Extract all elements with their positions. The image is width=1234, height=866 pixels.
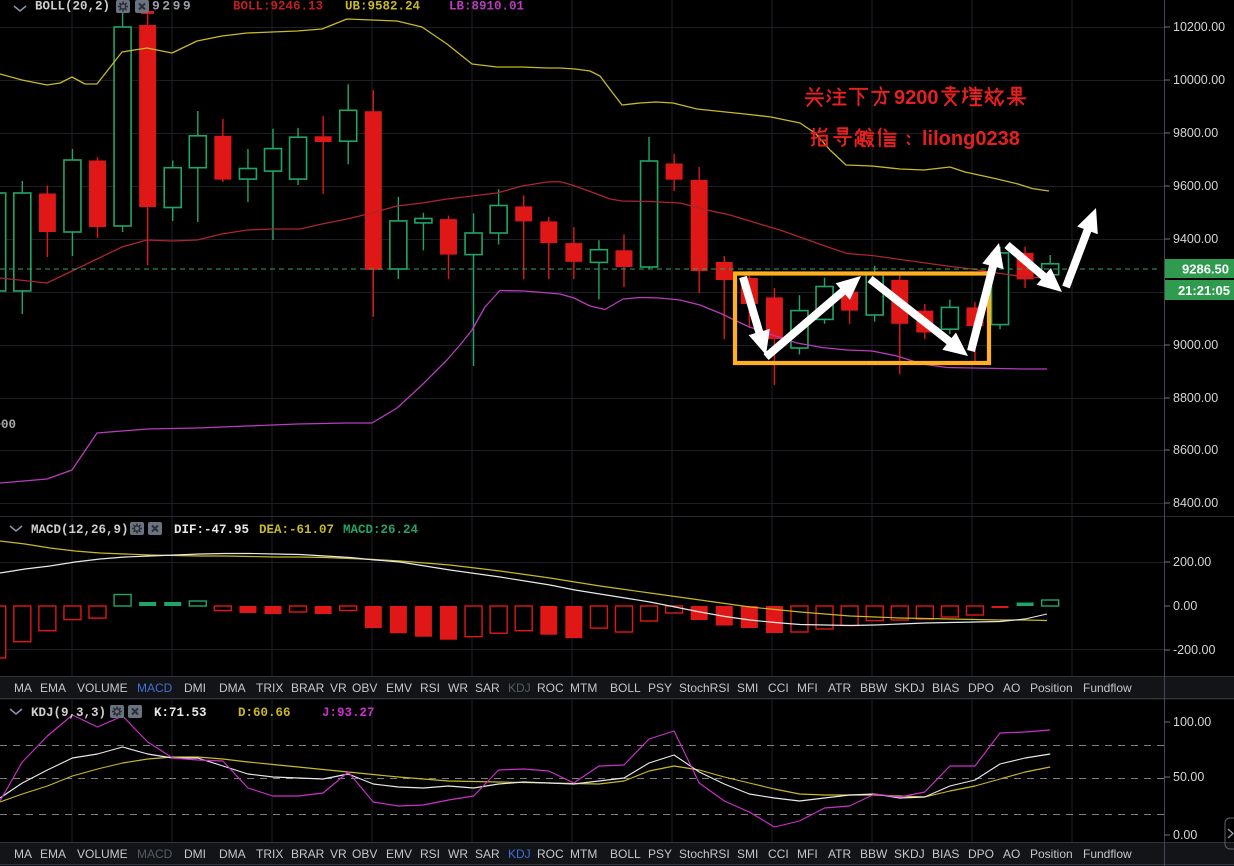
svg-text:OBV: OBV (352, 847, 377, 861)
svg-text:ATR: ATR (828, 681, 851, 695)
svg-text:MACD(12,26,9): MACD(12,26,9) (31, 523, 129, 537)
svg-text:MFI: MFI (797, 847, 818, 861)
svg-text:00: 00 (1, 418, 16, 432)
svg-text:SAR: SAR (475, 681, 500, 695)
svg-text:MACD: MACD (137, 847, 173, 861)
svg-text:MACD: MACD (137, 681, 173, 695)
svg-text:8600.00: 8600.00 (1173, 443, 1218, 457)
svg-text:MACD:26.24: MACD:26.24 (343, 523, 419, 537)
svg-text:BOLL: BOLL (610, 681, 641, 695)
svg-text:BIAS: BIAS (932, 847, 959, 861)
svg-text:SKDJ: SKDJ (894, 847, 925, 861)
svg-text:MTM: MTM (570, 681, 597, 695)
svg-text:BOLL(20,2): BOLL(20,2) (35, 0, 110, 14)
svg-text:SKDJ: SKDJ (894, 681, 925, 695)
svg-text:Fundflow: Fundflow (1083, 847, 1132, 861)
svg-text:VOLUME: VOLUME (77, 847, 128, 861)
svg-text:PSY: PSY (648, 681, 672, 695)
svg-text:DPO: DPO (968, 681, 994, 695)
svg-text:9000.00: 9000.00 (1173, 338, 1218, 352)
svg-text:DMA: DMA (219, 847, 246, 861)
svg-text:SMI: SMI (737, 681, 758, 695)
svg-text:10000.00: 10000.00 (1173, 73, 1225, 87)
svg-text:9400.00: 9400.00 (1173, 232, 1218, 246)
svg-text:DMA: DMA (219, 681, 246, 695)
svg-text:KDJ(9,3,3): KDJ(9,3,3) (31, 706, 106, 720)
svg-text:EMV: EMV (386, 681, 412, 695)
svg-text:BOLL: BOLL (610, 847, 641, 861)
svg-text:MA: MA (14, 681, 32, 695)
svg-text:9200: 9200 (894, 87, 939, 109)
svg-text:DMI: DMI (184, 847, 206, 861)
svg-text:RSI: RSI (420, 847, 440, 861)
svg-text:AO: AO (1003, 847, 1020, 861)
svg-text:9286.50: 9286.50 (1182, 262, 1229, 277)
svg-text:CCI: CCI (768, 681, 789, 695)
svg-text:MTM: MTM (570, 847, 597, 861)
svg-text:DMI: DMI (184, 681, 206, 695)
svg-text:0.00: 0.00 (1173, 599, 1197, 613)
svg-text:VOLUME: VOLUME (77, 681, 128, 695)
svg-text:PSY: PSY (648, 847, 672, 861)
svg-text:UB:9582.24: UB:9582.24 (345, 0, 421, 14)
svg-text:ROC: ROC (537, 681, 564, 695)
svg-text:ROC: ROC (537, 847, 564, 861)
svg-text:8800.00: 8800.00 (1173, 391, 1218, 405)
svg-text:D:60.66: D:60.66 (238, 706, 291, 720)
svg-text:CCI: CCI (768, 847, 789, 861)
svg-text:0.00: 0.00 (1173, 828, 1197, 842)
svg-text:BIAS: BIAS (932, 681, 959, 695)
svg-text:WR: WR (448, 847, 468, 861)
svg-text:DPO: DPO (968, 847, 994, 861)
svg-text:9299: 9299 (152, 0, 193, 14)
svg-text:OBV: OBV (352, 681, 377, 695)
svg-text:DEA:-61.07: DEA:-61.07 (259, 523, 334, 537)
svg-text:SMI: SMI (737, 847, 758, 861)
svg-text:9800.00: 9800.00 (1173, 126, 1218, 140)
svg-text:DIF:-47.95: DIF:-47.95 (174, 523, 249, 537)
svg-text:-200.00: -200.00 (1173, 643, 1215, 657)
svg-text:10200.00: 10200.00 (1173, 20, 1225, 34)
svg-text:MA: MA (14, 847, 32, 861)
svg-text:9600.00: 9600.00 (1173, 179, 1218, 193)
svg-text:ATR: ATR (828, 847, 851, 861)
svg-text:J:93.27: J:93.27 (322, 706, 375, 720)
svg-text:Position: Position (1030, 681, 1073, 695)
svg-text:VR: VR (330, 681, 347, 695)
svg-text:BRAR: BRAR (291, 847, 325, 861)
svg-text:Fundflow: Fundflow (1083, 681, 1132, 695)
svg-text:KDJ: KDJ (508, 847, 531, 861)
svg-text:K:71.53: K:71.53 (154, 706, 207, 720)
svg-text:SAR: SAR (475, 847, 500, 861)
svg-text:TRIX: TRIX (256, 847, 283, 861)
svg-text:lilong0238: lilong0238 (922, 128, 1020, 150)
svg-text:RSI: RSI (420, 681, 440, 695)
svg-text:BBW: BBW (860, 847, 888, 861)
svg-text:MFI: MFI (797, 681, 818, 695)
svg-text:EMA: EMA (40, 847, 66, 861)
svg-text:StochRSI: StochRSI (679, 847, 730, 861)
svg-text:BRAR: BRAR (291, 681, 325, 695)
svg-text:50.00: 50.00 (1173, 770, 1204, 784)
svg-text:KDJ: KDJ (508, 681, 531, 695)
svg-text:VR: VR (330, 847, 347, 861)
svg-text:EMA: EMA (40, 681, 66, 695)
svg-text:BBW: BBW (860, 681, 888, 695)
svg-text:BOLL:9246.13: BOLL:9246.13 (233, 0, 323, 14)
svg-text:Position: Position (1030, 847, 1073, 861)
svg-text:EMV: EMV (386, 847, 412, 861)
svg-text:TRIX: TRIX (256, 681, 283, 695)
svg-text:21:21:05: 21:21:05 (1178, 283, 1230, 298)
svg-text:StochRSI: StochRSI (679, 681, 730, 695)
svg-text:200.00: 200.00 (1173, 555, 1211, 569)
svg-text:WR: WR (448, 681, 468, 695)
svg-text:AO: AO (1003, 681, 1020, 695)
svg-text:LB:8910.01: LB:8910.01 (449, 0, 524, 14)
svg-text:8400.00: 8400.00 (1173, 496, 1218, 510)
svg-text:100.00: 100.00 (1173, 715, 1211, 729)
